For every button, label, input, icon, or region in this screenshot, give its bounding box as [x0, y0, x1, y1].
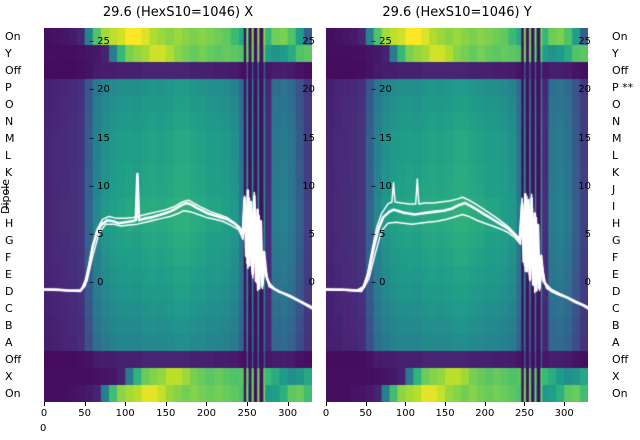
row-label-right: B: [612, 319, 620, 332]
x-tick-label: 150: [435, 408, 455, 419]
x-axis-y: 0 50 100 150 200 250 300: [322, 402, 588, 432]
row-label-left: M: [5, 132, 15, 145]
row-label-left: G: [5, 234, 14, 247]
x-tick-label: 300: [278, 408, 298, 419]
row-label-left: I: [5, 200, 9, 213]
row-label-right: F: [612, 251, 619, 264]
row-label-left: On: [5, 30, 21, 43]
x-tick-mark: [84, 402, 86, 406]
row-label-right: Off: [612, 64, 629, 77]
x-tick-mark: [247, 402, 249, 406]
x-tick-mark: [445, 402, 447, 406]
row-label-left: J: [5, 183, 9, 196]
x-tick-label: 50: [78, 408, 91, 419]
row-label-left: H: [5, 217, 14, 230]
x-tick-mark: [326, 402, 327, 406]
row-label-right: On: [612, 387, 628, 400]
x-tick-label: 200: [196, 408, 216, 419]
heatmap-canvas-x: [44, 28, 312, 402]
row-label-right: E: [612, 268, 619, 281]
row-label-right: G: [612, 234, 621, 247]
x-tick-mark: [125, 402, 127, 406]
row-label-left: F: [5, 251, 12, 264]
plot-title-x: 29.6 (HexS10=1046) X: [102, 5, 254, 20]
row-label-right: K: [612, 166, 620, 179]
x-tick-mark: [287, 402, 289, 406]
row-label-right: H: [612, 217, 621, 230]
right-row-labels: On Y Off P ** O N M L K J I H G F E D C B A Off X On: [612, 28, 640, 402]
row-label-right: X: [612, 370, 620, 383]
row-label-right: L: [612, 149, 619, 162]
row-label-right: O: [612, 98, 621, 111]
row-label-right: J: [612, 183, 616, 196]
row-label-left: K: [5, 166, 13, 179]
row-label-left: Off: [5, 64, 22, 77]
x-tick-mark: [524, 402, 526, 406]
x-tick-mark: [564, 402, 566, 406]
x-tick-label: 300: [554, 408, 574, 419]
row-label-right: Off: [612, 353, 629, 366]
plot-title-y: 29.6 (HexS10=1046) Y: [382, 5, 532, 20]
row-label-left: C: [5, 302, 13, 315]
x-tick-mark: [365, 402, 367, 406]
row-label-right: N: [612, 115, 621, 128]
row-label-left: P: [5, 81, 12, 94]
row-label-left: B: [5, 319, 13, 332]
row-label-left: Off: [5, 353, 22, 366]
row-label-left: E: [5, 268, 12, 281]
row-label-left: L: [5, 149, 12, 162]
x-tick-mark: [206, 402, 208, 406]
x-tick-mark: [165, 402, 167, 406]
x-tick-mark: [405, 402, 407, 406]
x-tick-label: 150: [156, 408, 176, 419]
row-label-left: Y: [5, 47, 12, 60]
row-label-right: M: [612, 132, 622, 145]
x-tick-label: 100: [115, 408, 135, 419]
x-tick-label: 100: [395, 408, 415, 419]
x-tick-label: 200: [475, 408, 495, 419]
heatmap-canvas-y: [326, 28, 588, 402]
row-label-right: On: [612, 30, 628, 43]
row-label-right: Y: [612, 47, 619, 60]
row-label-left: X: [5, 370, 13, 383]
row-label-left: N: [5, 115, 14, 128]
heatmap-plot-y: 29.6 (HexS10=1046) Y – 25 25– 20 20– 15 15–…: [323, 5, 591, 419]
x-tick-label: 0: [322, 408, 330, 419]
row-label-right: D: [612, 285, 621, 298]
x-tick-label: 0: [40, 408, 48, 419]
row-label-left: On: [5, 387, 21, 400]
x-tick-label: 250: [514, 408, 535, 419]
row-label-left: O: [5, 98, 14, 111]
left-row-labels: On Y Off P O N M L K J I H G F E D C B A Off X On: [5, 28, 39, 402]
heatmap-plot-x: 29.6 (HexS10=1046) X – 25 25– 20 20– 15 15–…: [41, 5, 315, 419]
origin-label: 0: [40, 423, 47, 434]
row-label-left: D: [5, 285, 14, 298]
row-label-right: P **: [612, 81, 634, 94]
x-tick-label: 50: [359, 408, 373, 419]
x-tick-mark: [484, 402, 486, 406]
row-label-right: A: [612, 336, 620, 349]
row-label-right: C: [612, 302, 620, 315]
x-axis-x: 0 50 100 150 200 250 300: [40, 402, 312, 432]
row-label-left: A: [5, 336, 13, 349]
x-tick-mark: [44, 402, 45, 406]
x-tick-label: 250: [237, 408, 257, 419]
row-label-right: I: [612, 200, 616, 213]
